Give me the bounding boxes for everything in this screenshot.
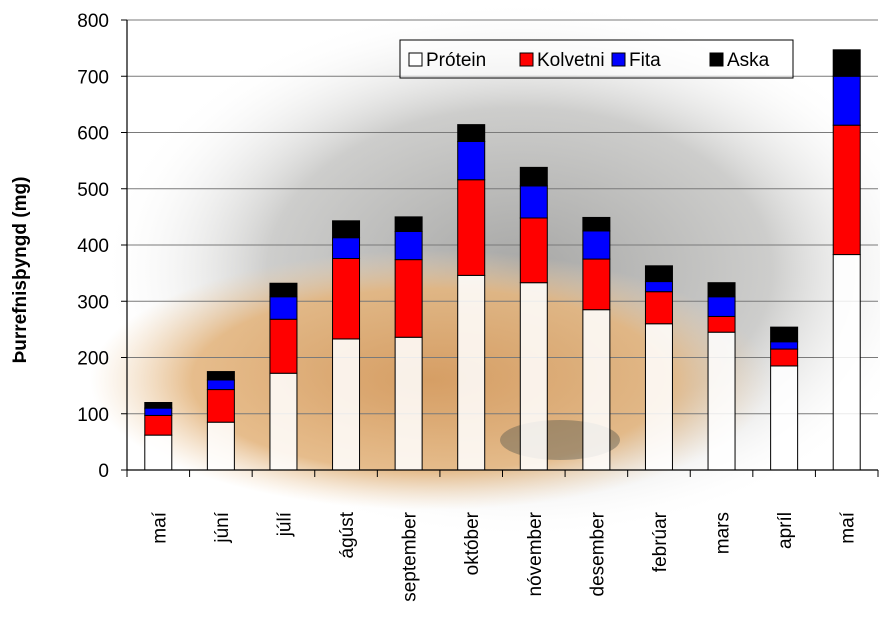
bar-segment xyxy=(269,318,298,374)
x-tick-label: maí xyxy=(838,511,859,543)
bar-segment xyxy=(519,282,548,471)
bar-segment xyxy=(394,259,423,338)
bar-segment xyxy=(832,124,861,256)
legend-box xyxy=(399,39,794,79)
y-tick-label: 100 xyxy=(77,405,109,426)
y-axis-label: Þurrefnisþyngd (mg) xyxy=(10,177,31,364)
x-tick-label: september xyxy=(400,511,421,601)
y-tick-label: 400 xyxy=(77,236,109,257)
bar-segment xyxy=(832,254,861,471)
x-tick-label: júní xyxy=(212,511,233,543)
bar-segment xyxy=(332,258,361,340)
bar-segment xyxy=(269,372,298,471)
legend-swatch xyxy=(611,52,626,67)
bar-segment xyxy=(832,49,861,77)
bar-segment xyxy=(644,291,673,325)
bar-segment xyxy=(519,217,548,284)
bar-segment xyxy=(144,434,173,471)
bar-segment xyxy=(644,323,673,471)
x-tick-label: júlí xyxy=(274,511,295,537)
legend-label: Fita xyxy=(629,50,661,71)
bar-segment xyxy=(707,296,736,317)
y-tick-label: 500 xyxy=(77,180,109,201)
bar-segment xyxy=(206,389,235,423)
bar-segment xyxy=(644,265,673,283)
bar-segment xyxy=(770,348,799,367)
bar-segment xyxy=(332,237,361,259)
x-tick-labels: maí júní júlí ágúst september október nóvember… xyxy=(149,511,858,601)
bar-segment xyxy=(582,230,611,260)
bar-segment xyxy=(394,216,423,232)
legend-label: Kolvetni xyxy=(537,50,605,71)
bar-segment xyxy=(394,336,423,471)
legend: Prótein Kolvetni Fita Aska xyxy=(399,39,794,79)
x-tick-label: ágúst xyxy=(337,511,358,558)
y-tick-labels: 0 100 200 300 400 500 600 700 800 xyxy=(77,11,127,482)
x-tick-label: mars xyxy=(713,512,734,554)
bar-segment xyxy=(144,414,173,436)
bar-segment xyxy=(582,258,611,311)
bar-segment xyxy=(582,309,611,471)
bar-segment xyxy=(519,166,548,187)
bar-segment xyxy=(206,371,235,381)
legend-swatch xyxy=(408,52,423,67)
bar-segment xyxy=(770,341,799,350)
bar-segment xyxy=(394,231,423,261)
bar-segment xyxy=(144,407,173,416)
bar-segment xyxy=(457,274,486,471)
bar-segment xyxy=(269,282,298,298)
legend-swatch xyxy=(709,52,724,67)
legend-label: Prótein xyxy=(426,50,486,71)
x-tick-label: maí xyxy=(149,511,170,543)
y-tick-label: 700 xyxy=(77,67,109,88)
bars xyxy=(144,49,861,471)
bar-segment xyxy=(332,220,361,239)
legend-swatch xyxy=(519,52,534,67)
bar-segment xyxy=(144,402,173,409)
y-tick-label: 800 xyxy=(77,11,109,32)
bar-segment xyxy=(457,141,486,181)
x-tick-label: október xyxy=(462,511,483,575)
x-tick-label: desember xyxy=(587,511,608,596)
bar-segment xyxy=(644,281,673,293)
bar-segment xyxy=(770,365,799,471)
bar-segment xyxy=(707,282,736,298)
bar-segment xyxy=(457,124,486,142)
y-tick-label: 300 xyxy=(77,292,109,313)
bar-segment xyxy=(332,338,361,471)
bar-segment xyxy=(707,331,736,471)
bar-segment xyxy=(770,326,799,343)
x-tick-label: nóvember xyxy=(525,511,546,596)
bar-segment xyxy=(206,421,235,471)
y-tick-label: 200 xyxy=(77,349,109,370)
x-tick-label: febrúar xyxy=(650,511,671,572)
bar-segment xyxy=(206,379,235,391)
y-tick-label: 0 xyxy=(98,461,109,482)
gridlines xyxy=(127,19,878,415)
bar-segment xyxy=(832,75,861,126)
bar-segment xyxy=(582,216,611,232)
y-tick-label: 600 xyxy=(77,124,109,145)
bar-segment xyxy=(269,296,298,320)
legend-label: Aska xyxy=(727,50,770,71)
x-tick-label: apríl xyxy=(775,512,796,549)
bar-segment xyxy=(457,179,486,276)
bar-segment xyxy=(519,185,548,219)
bar-segment xyxy=(707,315,736,333)
